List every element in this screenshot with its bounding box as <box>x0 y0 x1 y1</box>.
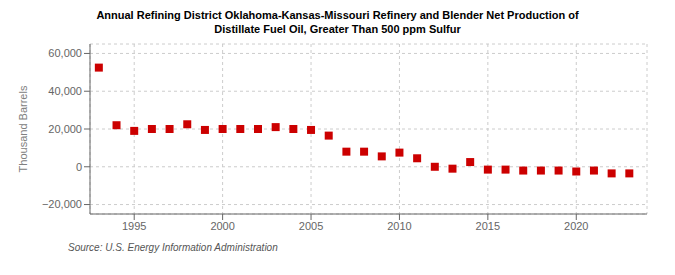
svg-text:−20,000: −20,000 <box>42 198 82 210</box>
svg-text:2005: 2005 <box>299 220 323 232</box>
svg-text:20,000: 20,000 <box>48 123 82 135</box>
html-text:Distillate Fuel Oil, Greater T: Distillate Fuel Oil, Greater Than 500 pp… <box>214 23 461 35</box>
svg-text:60,000: 60,000 <box>48 47 82 59</box>
svg-text:2000: 2000 <box>210 220 234 232</box>
svg-text:1995: 1995 <box>122 220 146 232</box>
svg-text:40,000: 40,000 <box>48 85 82 97</box>
svg-text:Thousand Barrels: Thousand Barrels <box>17 85 29 172</box>
html-text:Annual Refining District Oklah: Annual Refining District Oklahoma-Kansas… <box>96 9 579 21</box>
svg-text:2020: 2020 <box>564 220 588 232</box>
svg-text:0: 0 <box>76 161 82 173</box>
svg-text:2015: 2015 <box>476 220 500 232</box>
html-text:Source: U.S. Energy Informatio: Source: U.S. Energy Information Administ… <box>68 242 278 253</box>
svg-text:2010: 2010 <box>387 220 411 232</box>
